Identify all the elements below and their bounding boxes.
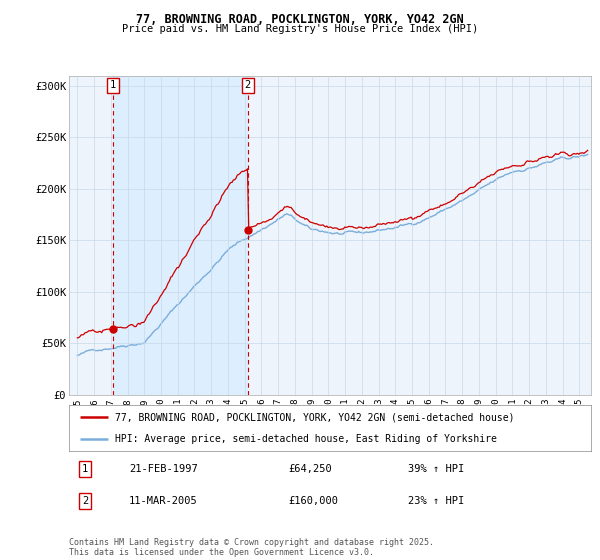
Text: 2: 2: [82, 496, 88, 506]
Text: 2: 2: [245, 81, 251, 90]
Text: £160,000: £160,000: [288, 496, 338, 506]
Text: 21-FEB-1997: 21-FEB-1997: [129, 464, 198, 474]
Text: 77, BROWNING ROAD, POCKLINGTON, YORK, YO42 2GN: 77, BROWNING ROAD, POCKLINGTON, YORK, YO…: [136, 13, 464, 26]
Text: 1: 1: [82, 464, 88, 474]
Bar: [113, 76, 248, 395]
Text: 39% ↑ HPI: 39% ↑ HPI: [409, 464, 464, 474]
Text: Contains HM Land Registry data © Crown copyright and database right 2025.
This d: Contains HM Land Registry data © Crown c…: [69, 538, 434, 557]
Text: 1: 1: [110, 81, 116, 90]
Text: HPI: Average price, semi-detached house, East Riding of Yorkshire: HPI: Average price, semi-detached house,…: [115, 435, 497, 444]
Text: 77, BROWNING ROAD, POCKLINGTON, YORK, YO42 2GN (semi-detached house): 77, BROWNING ROAD, POCKLINGTON, YORK, YO…: [115, 412, 514, 422]
Text: Price paid vs. HM Land Registry's House Price Index (HPI): Price paid vs. HM Land Registry's House …: [122, 24, 478, 34]
Text: 23% ↑ HPI: 23% ↑ HPI: [409, 496, 464, 506]
Text: £64,250: £64,250: [288, 464, 332, 474]
Text: 11-MAR-2005: 11-MAR-2005: [129, 496, 198, 506]
